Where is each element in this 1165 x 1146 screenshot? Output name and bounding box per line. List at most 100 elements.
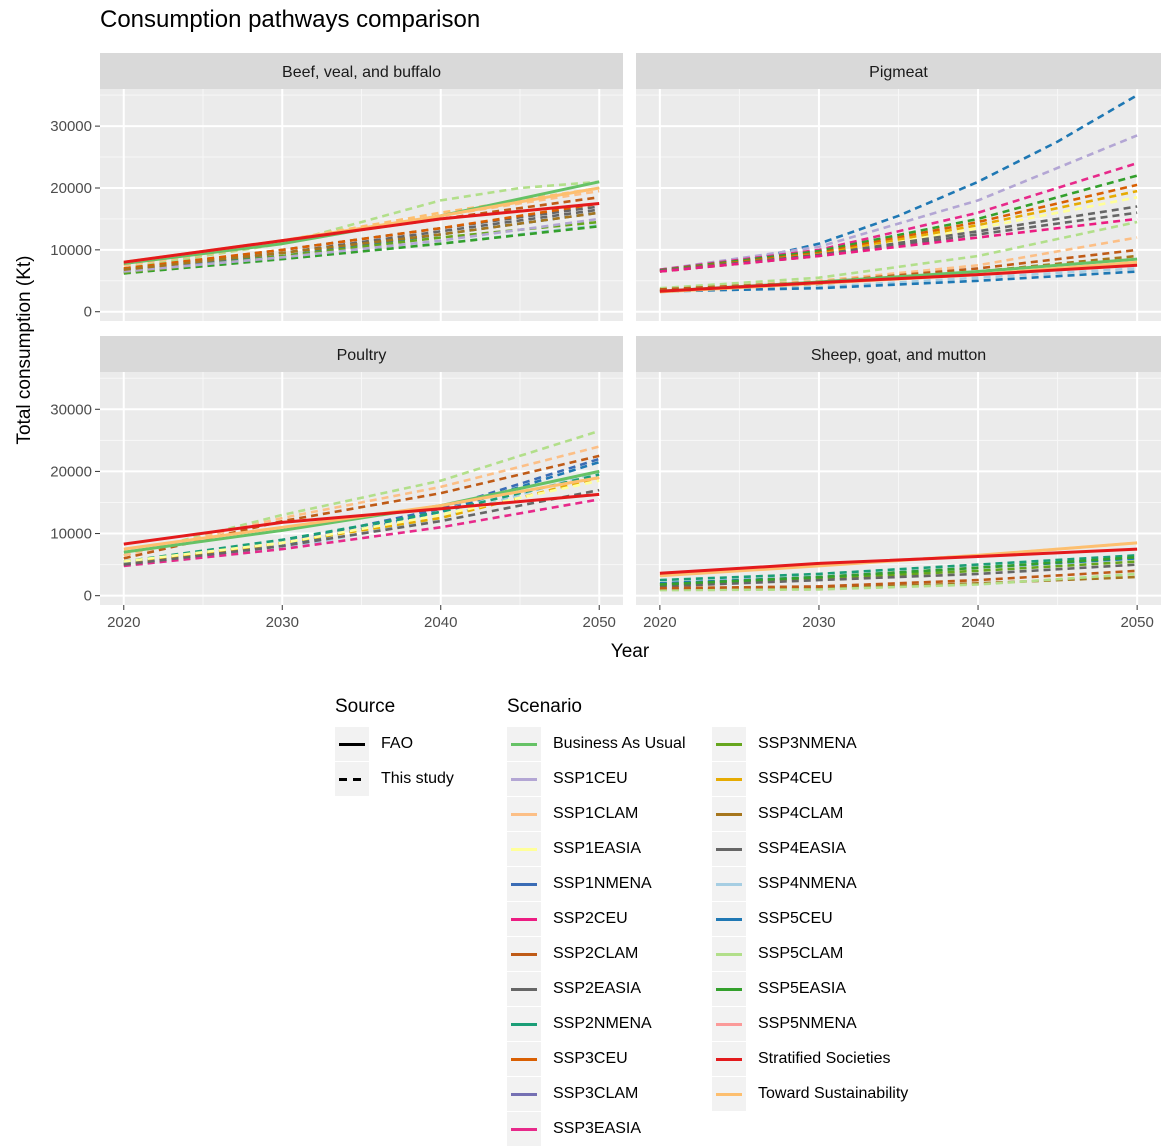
- legend-scenario-item: SSP2CEU: [507, 902, 628, 936]
- legend-label: This study: [381, 770, 454, 787]
- series-line: [123, 211, 600, 271]
- series-line: [123, 208, 600, 273]
- legend-scenario-item: SSP5CEU: [712, 902, 833, 936]
- legend-key: [507, 1112, 541, 1146]
- x-tick-label: 2040: [424, 614, 457, 631]
- legend-key: [335, 762, 369, 796]
- legend-scenario-item: SSP1CLAM: [507, 797, 638, 831]
- x-tick-label: 2050: [1120, 614, 1153, 631]
- series-line: [123, 180, 600, 270]
- series-line: [659, 189, 1138, 273]
- series-line: [123, 205, 600, 271]
- panel-strip: [636, 336, 1161, 372]
- legend-label: SSP3CEU: [553, 1050, 628, 1067]
- chart-title: Consumption pathways comparison: [100, 6, 481, 33]
- series-line: [659, 267, 1138, 294]
- legend-label: FAO: [381, 735, 414, 752]
- legend-key: [507, 867, 541, 901]
- y-tick-label: 10000: [50, 526, 92, 543]
- legend-label: SSP2NMENA: [553, 1015, 652, 1032]
- legend-scenario-item: SSP1NMENA: [507, 867, 652, 901]
- series-line: [123, 202, 600, 270]
- legend-key-line: [511, 1093, 537, 1096]
- series-line: [659, 572, 1138, 592]
- legend-label: SSP3NMENA: [758, 735, 857, 752]
- series-line: [659, 236, 1138, 292]
- legend-key-line: [339, 743, 365, 746]
- series-line: [659, 217, 1138, 273]
- legend-key-line: [716, 953, 742, 956]
- legend-key-line: [511, 848, 537, 851]
- legend-label: SSP2CLAM: [553, 945, 639, 962]
- series-line: [123, 470, 600, 568]
- legend-scenario-item: SSP2NMENA: [507, 1007, 652, 1041]
- y-tick-label: 30000: [50, 118, 92, 135]
- x-tick-label: 2030: [266, 614, 299, 631]
- legend-key: [712, 832, 746, 866]
- series-line: [659, 569, 1138, 590]
- legend-key-line: [511, 813, 537, 816]
- legend-scenario-item: SSP4NMENA: [712, 867, 857, 901]
- panel-strip-label: Pigmeat: [869, 64, 928, 81]
- legend-scenario-item: SSP3NMENA: [712, 727, 857, 761]
- x-tick-label: 2050: [583, 614, 616, 631]
- legend-key-line: [716, 1058, 742, 1061]
- x-tick-label: 2030: [802, 614, 835, 631]
- series-line: [123, 488, 600, 566]
- legend-key: [712, 972, 746, 1006]
- legend-label: SSP2CEU: [553, 910, 628, 927]
- legend-key-line: [511, 953, 537, 956]
- panel-strip: [636, 53, 1161, 89]
- legend-key: [507, 1007, 541, 1041]
- legend-label: SSP5EASIA: [758, 980, 847, 997]
- panel-1: Pigmeat: [636, 53, 1161, 321]
- legend-label: SSP5NMENA: [758, 1015, 857, 1032]
- legend-key: [507, 902, 541, 936]
- legend-key: [712, 797, 746, 831]
- legend-label: SSP3CLAM: [553, 1085, 639, 1102]
- legend-scenario-item: SSP3EASIA: [507, 1112, 641, 1146]
- legend-key: [712, 1077, 746, 1111]
- legend-label: SSP4EASIA: [758, 840, 847, 857]
- legend-key: [712, 762, 746, 796]
- legend-key: [712, 867, 746, 901]
- series-line: [659, 161, 1138, 271]
- series-line: [123, 225, 600, 275]
- legend-label: Business As Usual: [553, 735, 686, 752]
- legend-key: [712, 1007, 746, 1041]
- panel-strip-label: Beef, veal, and buffalo: [282, 64, 441, 81]
- legend-key: [712, 902, 746, 936]
- series-line: [659, 254, 1138, 292]
- legend-scenario-item: SSP5NMENA: [712, 1007, 857, 1041]
- panel-strip-label: Poultry: [337, 347, 387, 364]
- legend-key: [335, 727, 369, 761]
- series-line: [659, 205, 1138, 273]
- legend-scenario-item: SSP5EASIA: [712, 972, 846, 1006]
- legend-key: [712, 1042, 746, 1076]
- legend-label: SSP1EASIA: [553, 840, 642, 857]
- y-tick-label: 10000: [50, 242, 92, 259]
- legend-label: Toward Sustainability: [758, 1085, 909, 1102]
- legend-scenario-item: SSP1EASIA: [507, 832, 641, 866]
- legend-key: [507, 1077, 541, 1111]
- series-line: [123, 469, 600, 554]
- legend-source-item: FAO: [335, 727, 413, 761]
- series-line: [659, 134, 1138, 271]
- x-tick-label: 2020: [643, 614, 676, 631]
- legend-key-line: [511, 778, 537, 781]
- legend-scenario-item: Stratified Societies: [712, 1042, 891, 1076]
- legend-key-line: [716, 988, 742, 991]
- y-tick-label: 20000: [50, 463, 92, 480]
- legend-scenario-title: Scenario: [507, 696, 582, 717]
- panel-2: Poultry 0 10000 20000 30000 2020 2030 2040 2050: [50, 336, 623, 631]
- series-line: [659, 174, 1138, 272]
- legend-label: SSP1CLAM: [553, 805, 639, 822]
- legend-scenario-item: SSP4CEU: [712, 762, 833, 796]
- legend-label: SSP4CEU: [758, 770, 833, 787]
- legend-key: [507, 1042, 541, 1076]
- series-line: [123, 498, 600, 568]
- legend-key-line: [716, 743, 742, 746]
- series-line: [659, 183, 1138, 273]
- x-tick-label: 2020: [107, 614, 140, 631]
